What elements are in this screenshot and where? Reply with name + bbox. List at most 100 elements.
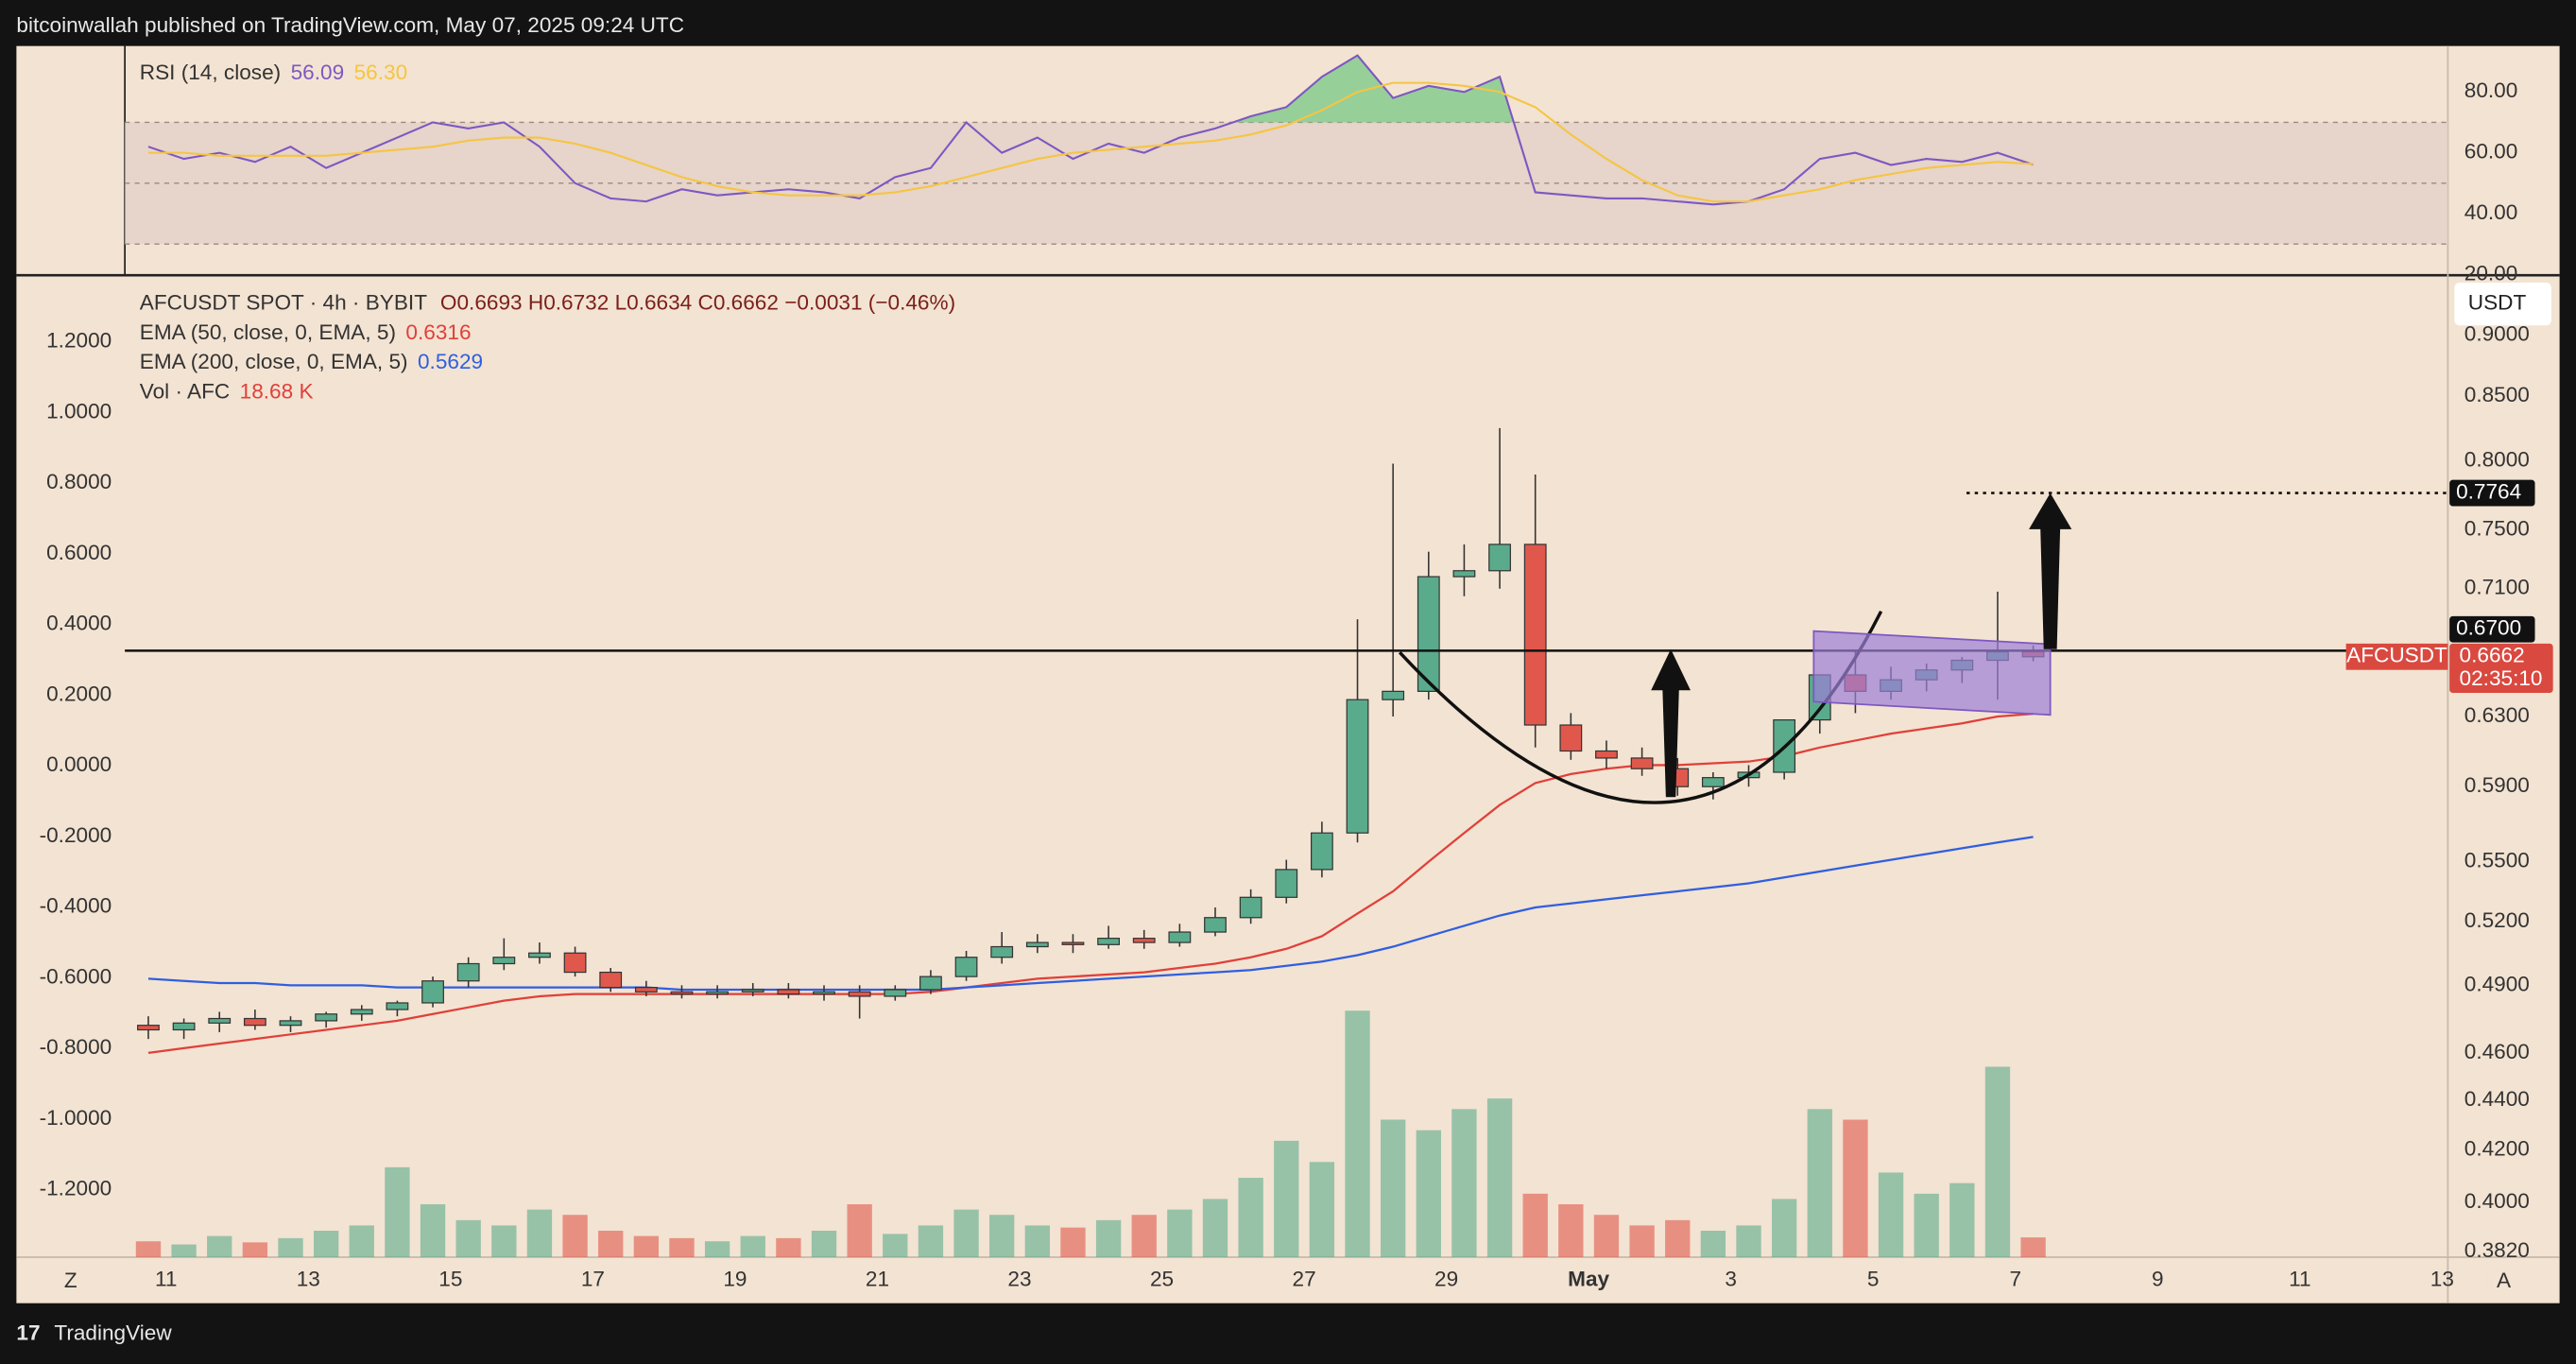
candle-body bbox=[1523, 544, 1547, 726]
time-tick-label: 11 bbox=[155, 1267, 177, 1290]
time-tick-label: 7 bbox=[2009, 1267, 2021, 1290]
time-tick-label: 25 bbox=[1150, 1267, 1174, 1290]
time-tick-label: 5 bbox=[1867, 1267, 1880, 1290]
flag-channel bbox=[1812, 630, 2052, 717]
volume-bar bbox=[811, 1231, 837, 1257]
candle-body bbox=[1595, 750, 1618, 759]
volume-bar bbox=[1095, 1219, 1122, 1257]
volume-bar bbox=[918, 1225, 944, 1257]
price-tick-label: 0.4200 bbox=[2464, 1137, 2530, 1161]
price-tag-countdown: 02:35:10 bbox=[2460, 666, 2543, 690]
rsi-tick-label: 20.00 bbox=[2464, 261, 2518, 285]
volume-legend: Vol · AFC 18.68 K bbox=[140, 379, 314, 403]
volume-bar bbox=[1949, 1183, 1975, 1257]
candle-body bbox=[563, 952, 587, 974]
time-tick-label: 15 bbox=[438, 1267, 462, 1290]
volume-bar bbox=[1024, 1225, 1050, 1257]
price-tick-label: 0.5500 bbox=[2464, 849, 2530, 872]
candle-body bbox=[386, 1002, 409, 1010]
candle-body bbox=[315, 1013, 338, 1022]
volume-bar bbox=[491, 1225, 517, 1257]
time-tick-label: 13 bbox=[2430, 1267, 2454, 1290]
left-tick-label: 0.8000 bbox=[46, 470, 112, 493]
price-tick-label: 0.4600 bbox=[2464, 1040, 2530, 1063]
time-tick-label: 11 bbox=[2289, 1267, 2310, 1290]
volume-bar bbox=[1736, 1225, 1761, 1257]
volume-bar bbox=[562, 1215, 588, 1257]
candle-body bbox=[1488, 544, 1511, 572]
volume-value: 18.68 K bbox=[240, 379, 314, 403]
z-button[interactable] bbox=[54, 1267, 88, 1297]
price-tick-label: 0.8500 bbox=[2464, 383, 2530, 406]
price-tick-label: 0.4000 bbox=[2464, 1189, 2530, 1213]
price-tick-label: 0.9000 bbox=[2464, 321, 2530, 345]
volume-bar bbox=[1665, 1219, 1691, 1257]
candle-body bbox=[813, 991, 835, 995]
chart-background bbox=[16, 45, 2560, 1304]
candle-body bbox=[1204, 917, 1227, 933]
volume-bar bbox=[1807, 1109, 1832, 1257]
candle-body bbox=[706, 991, 730, 995]
volume-bar bbox=[633, 1235, 660, 1257]
left-tick-label: 1.2000 bbox=[46, 329, 112, 353]
volume-bar bbox=[1629, 1225, 1655, 1257]
volume-bar bbox=[1167, 1209, 1193, 1257]
currency-button[interactable] bbox=[2454, 283, 2551, 326]
candle-body bbox=[1168, 931, 1192, 943]
ema50-value: 0.6316 bbox=[405, 320, 471, 344]
left-tick-label: 0.6000 bbox=[46, 541, 112, 564]
a-button[interactable] bbox=[2487, 1267, 2520, 1297]
volume-bar bbox=[313, 1231, 339, 1257]
price-tick-label: 0.3820 bbox=[2464, 1238, 2530, 1262]
price-tag-box bbox=[2449, 643, 2553, 694]
footer-logo: 17 bbox=[16, 1321, 40, 1345]
rsi-ma-value: 56.30 bbox=[354, 60, 408, 84]
time-tick-label: 19 bbox=[723, 1267, 747, 1290]
price-tick-label: 0.4900 bbox=[2464, 972, 2530, 995]
candle-body bbox=[848, 991, 871, 997]
rsi-legend: RSI (14, close) 56.09 56.30 bbox=[140, 60, 407, 84]
candle-body bbox=[1417, 576, 1440, 692]
candle-body bbox=[1346, 699, 1369, 834]
time-tick-label: 23 bbox=[1007, 1267, 1031, 1290]
left-tick-label: -0.6000 bbox=[40, 964, 112, 988]
candle-body bbox=[777, 989, 800, 995]
left-tick-label: 0.2000 bbox=[46, 682, 112, 705]
candle-body bbox=[1025, 941, 1049, 948]
ohlc: O0.6693 H0.6732 L0.6634 C0.6662 −0.0031 … bbox=[440, 291, 955, 315]
volume-bar bbox=[1593, 1215, 1620, 1257]
volume-bar bbox=[847, 1204, 872, 1257]
arrow-up-small bbox=[1651, 648, 1691, 798]
volume-bar bbox=[776, 1237, 801, 1257]
left-tick-label: 0.4000 bbox=[46, 612, 112, 635]
volume-bar bbox=[420, 1204, 446, 1257]
volume-bar bbox=[1771, 1199, 1797, 1257]
ema50-legend: EMA (50, close, 0, EMA, 5) 0.6316 bbox=[140, 320, 472, 344]
volume-name: Vol · AFC bbox=[140, 379, 230, 403]
volume-bar bbox=[455, 1219, 481, 1257]
volume-bar bbox=[135, 1241, 162, 1257]
volume-bar bbox=[385, 1166, 410, 1257]
volume-bar bbox=[598, 1231, 624, 1257]
candle-body bbox=[421, 980, 444, 1004]
volume-bar bbox=[1309, 1162, 1335, 1257]
time-tick-label: 3 bbox=[1725, 1267, 1737, 1290]
ema-line bbox=[147, 712, 2034, 1054]
time-tick-label: 9 bbox=[2152, 1267, 2164, 1290]
volume-bar bbox=[1451, 1109, 1477, 1257]
volume-bar bbox=[1380, 1119, 1406, 1257]
volume-bar bbox=[1914, 1193, 1939, 1257]
time-tick-label: 29 bbox=[1434, 1267, 1458, 1290]
level-tag bbox=[2449, 615, 2535, 643]
currency-label: USDT bbox=[2468, 291, 2527, 315]
candle-body bbox=[634, 987, 658, 993]
volume-bar bbox=[704, 1241, 730, 1257]
time-tick-label: 21 bbox=[866, 1267, 889, 1290]
candle-body bbox=[492, 957, 516, 965]
price-tick-label: 0.5900 bbox=[2464, 773, 2530, 797]
legends: RSI (14, close) 56.09 56.30 AFCUSDT SPOT ·… bbox=[140, 60, 955, 403]
volume-bar bbox=[1700, 1231, 1726, 1257]
candle-body bbox=[919, 976, 942, 991]
time-tick-label: May bbox=[1568, 1267, 1609, 1290]
